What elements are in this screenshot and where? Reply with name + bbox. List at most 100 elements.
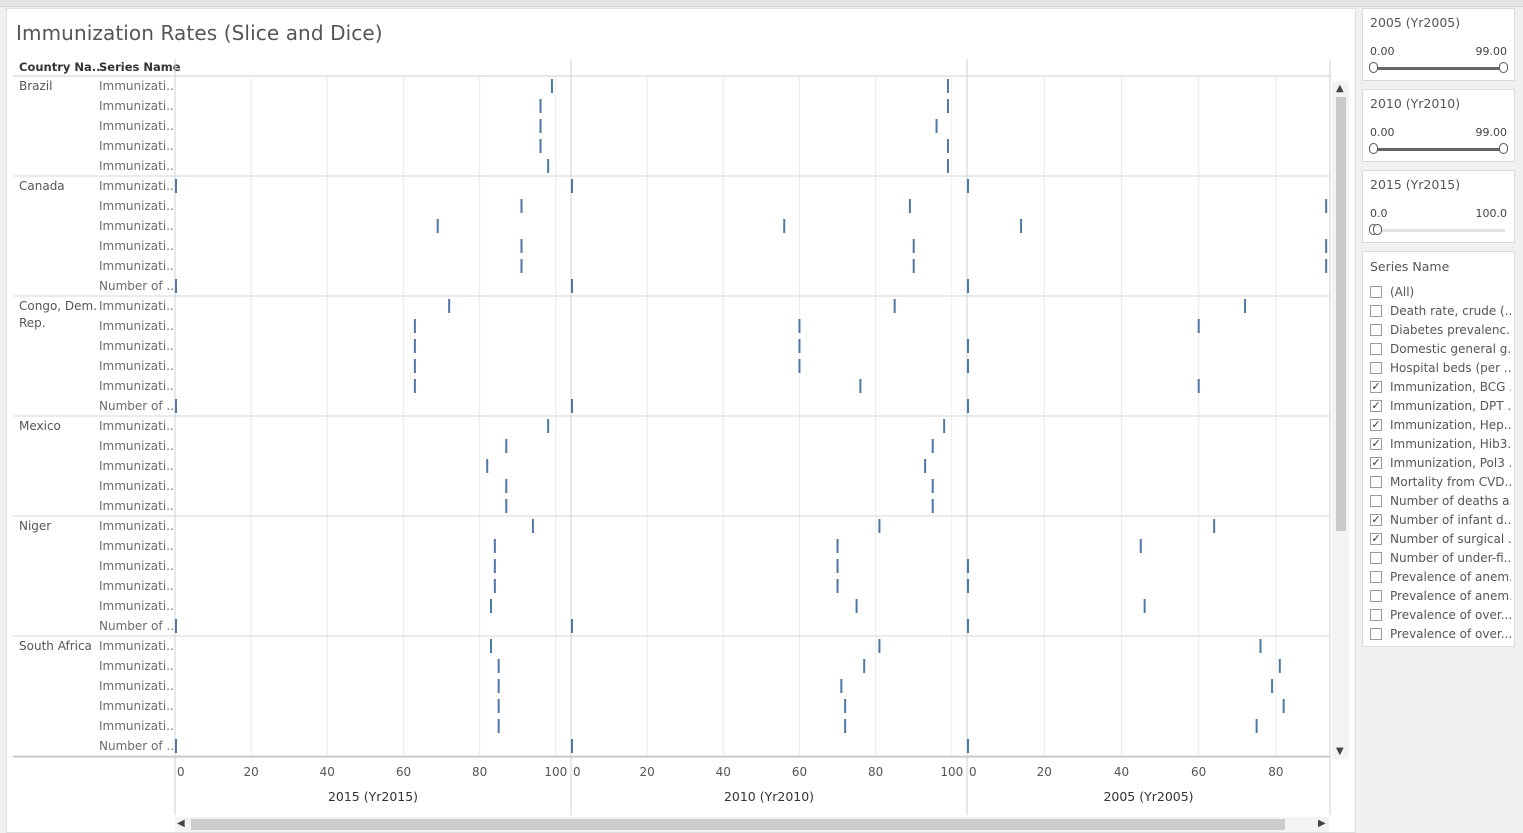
legend-item[interactable]: ✓ Immunization, DPT ... xyxy=(1370,398,1512,416)
legend-item-label: Immunization, Pol3 ... xyxy=(1390,456,1511,470)
legend-item[interactable]: Hospital beds (per ... xyxy=(1370,360,1512,378)
tick-mark xyxy=(175,739,177,753)
tick-mark xyxy=(863,659,866,673)
tick-mark xyxy=(571,179,573,193)
tick-mark xyxy=(878,519,881,533)
country-column-header[interactable]: Country Na.. xyxy=(19,60,101,74)
range-slider-2005[interactable] xyxy=(1369,62,1508,73)
legend-item[interactable]: ✓ Immunization, Hib3... xyxy=(1370,436,1512,454)
axis-tick-label: 40 xyxy=(1114,765,1129,779)
vertical-scrollbar[interactable]: ▲ ▼ xyxy=(1332,81,1349,759)
legend-item[interactable]: ✓ Immunization, Pol3 ... xyxy=(1370,455,1512,473)
pane-axis-title: 2015 (Yr2015) xyxy=(328,789,418,804)
horizontal-scrollbar[interactable]: ◀ ▶ xyxy=(175,817,1329,832)
legend-item[interactable]: Prevalence of over... xyxy=(1370,626,1512,644)
scroll-down-icon[interactable]: ▼ xyxy=(1336,746,1344,757)
slider-left-handle[interactable] xyxy=(1369,143,1378,154)
legend-item-label: Prevalence of over... xyxy=(1390,608,1511,622)
tick-mark xyxy=(859,379,862,393)
tick-mark xyxy=(836,559,839,573)
tick-mark xyxy=(1259,639,1262,653)
tick-mark xyxy=(490,639,493,653)
legend-item[interactable]: Prevalence of anem... xyxy=(1370,569,1512,587)
checkbox-checked-icon[interactable]: ✓ xyxy=(1370,456,1382,469)
country-label: Brazil xyxy=(19,79,53,93)
checkbox-icon[interactable] xyxy=(1370,324,1382,336)
legend-item[interactable]: ✓ Number of infant d... xyxy=(1370,512,1512,530)
checkbox-checked-icon[interactable]: ✓ xyxy=(1370,399,1382,412)
checkbox-checked-icon[interactable]: ✓ xyxy=(1370,513,1382,526)
vertical-scroll-thumb[interactable] xyxy=(1336,97,1346,531)
tick-mark xyxy=(967,559,969,573)
horizontal-scroll-thumb[interactable] xyxy=(191,819,1285,830)
legend-item[interactable]: Number of under-fi... xyxy=(1370,550,1512,568)
tick-mark xyxy=(547,159,550,173)
series-label: Immunizati.. xyxy=(99,319,174,333)
checkbox-icon[interactable] xyxy=(1370,476,1382,488)
scroll-up-icon[interactable]: ▲ xyxy=(1336,83,1344,94)
checkbox-checked-icon[interactable]: ✓ xyxy=(1370,532,1382,545)
axis-tick-label: 100 xyxy=(544,765,567,779)
filter-min: 0.0 xyxy=(1370,207,1388,220)
legend-item[interactable]: ✓ Immunization, BCG ... xyxy=(1370,379,1512,397)
legend-item[interactable]: Death rate, crude (... xyxy=(1370,303,1512,321)
tick-mark xyxy=(550,79,553,93)
checkbox-checked-icon[interactable]: ✓ xyxy=(1370,437,1382,450)
axis-tick-label: 20 xyxy=(640,765,655,779)
legend-item[interactable]: Domestic general g... xyxy=(1370,341,1512,359)
legend-item[interactable]: Prevalence of over... xyxy=(1370,607,1512,625)
legend-item[interactable]: Prevalence of anem... xyxy=(1370,588,1512,606)
scroll-right-icon[interactable]: ▶ xyxy=(1318,818,1326,829)
checkbox-icon[interactable] xyxy=(1370,362,1382,374)
legend-item-label: Number of deaths a... xyxy=(1390,494,1511,508)
checkbox-checked-icon[interactable]: ✓ xyxy=(1370,418,1382,431)
scroll-left-icon[interactable]: ◀ xyxy=(177,818,185,829)
tick-mark xyxy=(571,399,573,413)
tick-mark xyxy=(1139,539,1142,553)
legend-item[interactable]: ✓ Number of surgical ... xyxy=(1370,531,1512,549)
legend-item[interactable]: Diabetes prevalenc... xyxy=(1370,322,1512,340)
checkbox-icon[interactable] xyxy=(1370,552,1382,564)
tick-mark xyxy=(946,79,949,93)
slider-right-handle[interactable] xyxy=(1373,224,1382,235)
checkbox-icon[interactable] xyxy=(1370,305,1382,317)
checkbox-checked-icon[interactable]: ✓ xyxy=(1370,380,1382,393)
checkbox-icon[interactable] xyxy=(1370,609,1382,621)
checkbox-icon[interactable] xyxy=(1370,495,1382,507)
tick-mark xyxy=(493,539,496,553)
legend-item-label: Immunization, Hib3... xyxy=(1390,437,1511,451)
checkbox-icon[interactable] xyxy=(1370,571,1382,583)
legend-item-label: Prevalence of anem... xyxy=(1390,589,1511,603)
toolbar-strip xyxy=(0,0,1523,7)
series-label: Immunizati.. xyxy=(99,659,174,673)
slider-right-handle[interactable] xyxy=(1499,62,1508,73)
checkbox-icon[interactable] xyxy=(1370,343,1382,355)
country-label: South Africa xyxy=(19,639,92,653)
legend-item-label: Hospital beds (per ... xyxy=(1390,361,1511,375)
worksheet: Immunization Rates (Slice and Dice) Coun… xyxy=(6,8,1356,833)
tick-mark xyxy=(798,319,801,333)
legend-item[interactable]: (All) xyxy=(1370,284,1512,302)
legend-item[interactable]: Mortality from CVD... xyxy=(1370,474,1512,492)
legend-item[interactable]: ✓ Immunization, Hep... xyxy=(1370,417,1512,435)
series-column-header[interactable]: Series Name xyxy=(99,60,181,74)
tick-mark xyxy=(175,179,177,193)
series-label: Immunizati.. xyxy=(99,699,174,713)
checkbox-icon[interactable] xyxy=(1370,628,1382,640)
range-slider-2015[interactable] xyxy=(1369,224,1505,235)
tick-mark xyxy=(967,399,969,413)
checkbox-icon[interactable] xyxy=(1370,286,1382,298)
filter-card-2015: 2015 (Yr2015) 0.0 100.0 xyxy=(1362,170,1515,243)
range-slider-2010[interactable] xyxy=(1369,143,1508,154)
slider-right-handle[interactable] xyxy=(1499,143,1508,154)
series-label: Immunizati.. xyxy=(99,599,174,613)
slider-left-handle[interactable] xyxy=(1369,62,1378,73)
checkbox-icon[interactable] xyxy=(1370,590,1382,602)
tick-mark xyxy=(931,479,934,493)
legend-item-label: Prevalence of over... xyxy=(1390,627,1511,641)
tick-mark xyxy=(413,379,416,393)
tick-mark xyxy=(1213,519,1216,533)
legend-item[interactable]: Number of deaths a... xyxy=(1370,493,1512,511)
tick-mark xyxy=(967,279,969,293)
legend-item-label: Immunization, BCG ... xyxy=(1390,380,1511,394)
